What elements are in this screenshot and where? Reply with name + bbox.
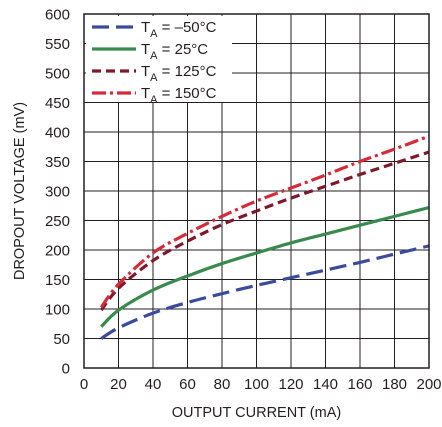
x-tick-label: 40 bbox=[145, 376, 162, 393]
x-tick-label: 140 bbox=[313, 376, 338, 393]
x-tick-label: 200 bbox=[416, 376, 441, 393]
x-tick-labels: 0 20 40 60 80 100 120 140 160 180 200 bbox=[80, 376, 442, 393]
y-tick-label: 450 bbox=[45, 95, 70, 112]
series-line bbox=[99, 134, 430, 309]
y-tick-label: 300 bbox=[45, 184, 70, 201]
legend-background bbox=[86, 16, 232, 102]
y-tick-label: 500 bbox=[45, 66, 70, 83]
y-tick-label: 200 bbox=[45, 243, 70, 260]
series-lines bbox=[99, 134, 430, 340]
y-tick-label: 0 bbox=[62, 361, 70, 378]
grid-lines bbox=[83, 13, 430, 369]
x-tick-label: 20 bbox=[110, 376, 127, 393]
legend-label: TA = –50°C bbox=[141, 19, 217, 40]
y-tick-label: 150 bbox=[45, 272, 70, 289]
legend-label: TA = 25°C bbox=[141, 41, 208, 62]
x-tick-label: 0 bbox=[80, 376, 88, 393]
x-tick-label: 160 bbox=[347, 376, 372, 393]
legend: TA = –50°CTA = 25°CTA = 125°CTA = 150°C bbox=[86, 16, 232, 106]
y-tick-label: 600 bbox=[45, 7, 70, 24]
y-tick-labels: 0 50 100 150 200 250 300 350 400 450 500 550 600 bbox=[45, 7, 70, 378]
y-axis-title: DROPOUT VOLTAGE (mV) bbox=[12, 102, 28, 280]
y-tick-label: 50 bbox=[53, 331, 70, 348]
x-tick-label: 80 bbox=[214, 376, 231, 393]
x-axis-title: OUTPUT CURRENT (mA) bbox=[172, 405, 341, 421]
y-tick-label: 400 bbox=[45, 125, 70, 142]
series-line bbox=[100, 205, 430, 328]
series-line bbox=[99, 150, 430, 312]
y-tick-label: 350 bbox=[45, 154, 70, 171]
x-tick-label: 120 bbox=[278, 376, 303, 393]
x-tick-label: 60 bbox=[179, 376, 196, 393]
x-tick-label: 100 bbox=[244, 376, 269, 393]
y-tick-label: 250 bbox=[45, 213, 70, 230]
y-tick-label: 100 bbox=[45, 302, 70, 319]
plot-frame bbox=[83, 13, 430, 369]
y-tick-label: 550 bbox=[45, 36, 70, 53]
legend-label: TA = 150°C bbox=[141, 85, 217, 106]
legend-label: TA = 125°C bbox=[141, 63, 217, 84]
x-tick-label: 180 bbox=[382, 376, 407, 393]
